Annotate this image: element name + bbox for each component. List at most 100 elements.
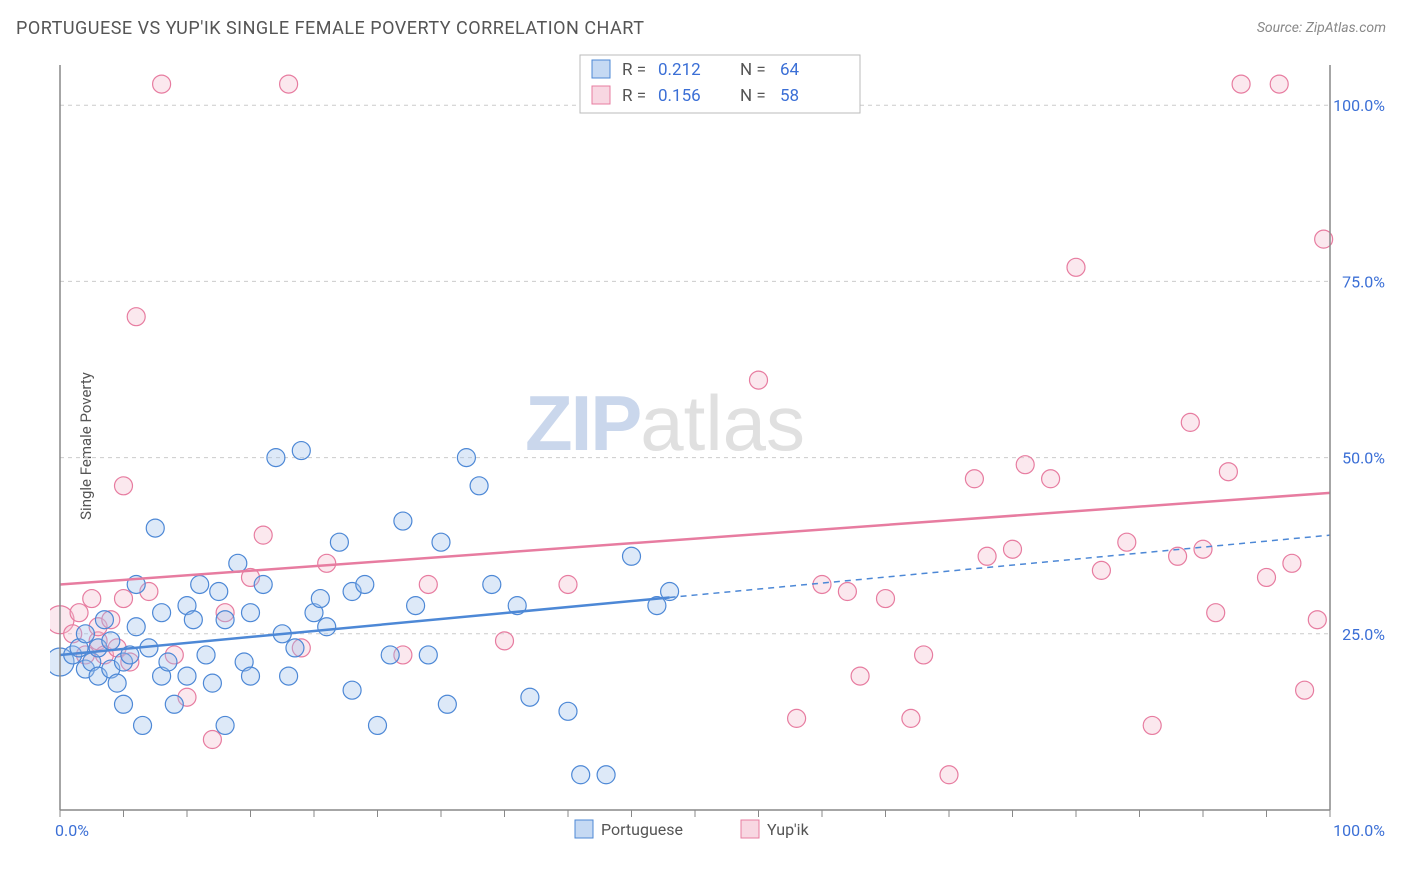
data-point [915, 646, 933, 664]
data-point [115, 590, 133, 608]
trend-line-extrapolated [670, 535, 1330, 597]
source-attribution: Source: ZipAtlas.com [1257, 20, 1386, 36]
data-point [1143, 716, 1161, 734]
data-point [216, 716, 234, 734]
data-point [102, 632, 120, 650]
data-point [483, 575, 501, 593]
legend-n-value: 64 [780, 60, 800, 80]
data-point [210, 583, 228, 601]
data-point [127, 618, 145, 636]
data-point [1004, 540, 1022, 558]
data-point [1258, 568, 1276, 586]
data-point [83, 590, 101, 608]
data-point [432, 533, 450, 551]
y-tick-label: 100.0% [1333, 96, 1385, 115]
data-point [197, 646, 215, 664]
data-point [438, 695, 456, 713]
legend-swatch [575, 820, 593, 838]
data-point [70, 604, 88, 622]
data-point [1067, 258, 1085, 276]
data-point [1042, 470, 1060, 488]
data-point [1308, 611, 1326, 629]
data-point [318, 554, 336, 572]
data-point [330, 533, 348, 551]
data-point [311, 590, 329, 608]
legend-r-label: R = [622, 86, 646, 106]
legend-n-label: N = [740, 60, 766, 80]
legend-n-value: 58 [780, 86, 799, 106]
data-point [1207, 604, 1225, 622]
data-point [1219, 463, 1237, 481]
data-point [572, 766, 590, 784]
data-point [242, 667, 260, 685]
source-prefix: Source: [1257, 20, 1306, 36]
data-point [1296, 681, 1314, 699]
data-point [750, 371, 768, 389]
data-point [1270, 75, 1288, 93]
data-point [127, 308, 145, 326]
data-point [76, 625, 94, 643]
data-point [134, 716, 152, 734]
data-point [108, 674, 126, 692]
data-point [280, 667, 298, 685]
data-point [788, 709, 806, 727]
data-point [978, 547, 996, 565]
data-point [165, 695, 183, 713]
legend-swatch [592, 86, 610, 104]
legend-r-label: R = [622, 60, 646, 80]
data-point [559, 575, 577, 593]
data-point [267, 449, 285, 467]
data-point [146, 519, 164, 537]
data-point [559, 702, 577, 720]
data-point [191, 575, 209, 593]
data-point [216, 611, 234, 629]
trend-line [60, 493, 1330, 585]
data-point [159, 653, 177, 671]
x-tick-label: 0.0% [55, 821, 89, 840]
data-point [178, 667, 196, 685]
data-point [203, 731, 221, 749]
data-point [470, 477, 488, 495]
data-point [280, 75, 298, 93]
data-point [838, 583, 856, 601]
y-tick-label: 25.0% [1342, 625, 1385, 644]
data-point [813, 575, 831, 593]
watermark: ZIPatlas [525, 379, 805, 467]
data-point [1181, 413, 1199, 431]
data-point [369, 716, 387, 734]
data-point [407, 597, 425, 615]
y-tick-label: 50.0% [1342, 449, 1385, 468]
data-point [1092, 561, 1110, 579]
data-point [1283, 554, 1301, 572]
data-point [394, 512, 412, 530]
data-point [1232, 75, 1250, 93]
data-point [184, 611, 202, 629]
data-point [1194, 540, 1212, 558]
data-point [496, 632, 514, 650]
data-point [457, 449, 475, 467]
legend-n-label: N = [740, 86, 766, 106]
data-point [95, 611, 113, 629]
data-point [254, 575, 272, 593]
legend-r-value: 0.212 [658, 60, 701, 80]
data-point [419, 575, 437, 593]
series-label: Portuguese [601, 820, 683, 839]
data-point [203, 674, 221, 692]
data-point [902, 709, 920, 727]
legend-swatch [741, 820, 759, 838]
data-point [356, 575, 374, 593]
data-point [419, 646, 437, 664]
y-tick-label: 75.0% [1342, 272, 1385, 291]
legend-r-value: 0.156 [658, 86, 701, 106]
chart-svg: 25.0% 50.0% 75.0% 100.0% ZIPatlas 0.0% 100.0% R… [50, 50, 1390, 840]
data-point [381, 646, 399, 664]
source-name: ZipAtlas.com [1306, 20, 1386, 36]
chart-title: PORTUGUESE VS YUP'IK SINGLE FEMALE POVER… [16, 18, 644, 39]
data-point [115, 695, 133, 713]
scatter-chart: 25.0% 50.0% 75.0% 100.0% ZIPatlas 0.0% 100.0% R… [50, 50, 1390, 840]
data-point [292, 442, 310, 460]
data-point [623, 547, 641, 565]
data-point [851, 667, 869, 685]
x-tick-label: 100.0% [1333, 821, 1385, 840]
data-point [877, 590, 895, 608]
